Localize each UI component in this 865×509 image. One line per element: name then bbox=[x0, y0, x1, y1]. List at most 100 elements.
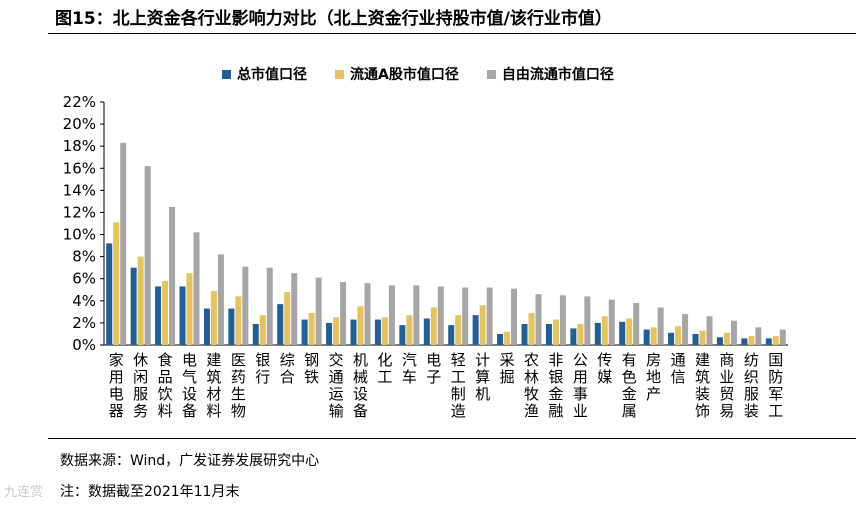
bar-total bbox=[203, 308, 210, 345]
bar-total bbox=[692, 333, 699, 345]
legend-swatch-free-float bbox=[486, 69, 496, 79]
x-category-label-char: 通 bbox=[671, 351, 686, 369]
bar-free-float bbox=[755, 327, 762, 345]
x-category-label-char: 金 bbox=[622, 385, 637, 403]
y-tick-label: 22% bbox=[63, 93, 96, 111]
bar-free-float bbox=[657, 307, 664, 345]
y-tick-label: 20% bbox=[63, 115, 96, 133]
bar-free-float bbox=[608, 299, 615, 345]
bar-free-float bbox=[169, 206, 176, 345]
x-category-label-char: 电 bbox=[182, 351, 197, 369]
bar-total bbox=[350, 319, 357, 345]
x-category-label-char: 铁 bbox=[304, 368, 319, 386]
bar-float-a bbox=[430, 307, 437, 345]
x-category-label-char: 媒 bbox=[597, 368, 612, 386]
bar-free-float bbox=[388, 285, 395, 345]
bar-total bbox=[521, 324, 528, 345]
x-category-label-char: 综 bbox=[280, 351, 295, 369]
x-category-label-char: 非 bbox=[548, 351, 563, 369]
x-category-label-char: 设 bbox=[353, 385, 368, 403]
x-category-label-char: 银 bbox=[255, 351, 270, 369]
bar-float-a bbox=[235, 296, 242, 345]
x-category-label-char: 产 bbox=[646, 385, 661, 403]
x-category-label-char: 业 bbox=[719, 368, 734, 386]
bar-free-float bbox=[584, 296, 591, 345]
x-category-label-char: 行 bbox=[255, 368, 270, 386]
bar-total bbox=[448, 325, 455, 345]
bar-float-a bbox=[381, 317, 388, 345]
x-category-label-char: 备 bbox=[353, 402, 368, 420]
x-category-label-char: 银 bbox=[548, 368, 563, 386]
x-category-label-char: 设 bbox=[182, 385, 197, 403]
x-category-label-char: 务 bbox=[133, 402, 148, 420]
bar-float-a bbox=[308, 312, 315, 345]
bar-float-a bbox=[113, 222, 120, 345]
bar-total bbox=[668, 332, 675, 345]
bar-free-float bbox=[242, 266, 249, 345]
bar-free-float bbox=[120, 142, 127, 345]
bar-free-float bbox=[364, 283, 371, 345]
bar-total bbox=[765, 338, 772, 345]
bar-float-a bbox=[504, 331, 511, 345]
legend-swatch-total bbox=[222, 69, 231, 79]
x-category-label-char: 运 bbox=[329, 385, 344, 403]
bar-total bbox=[619, 321, 626, 345]
y-tick-label: 16% bbox=[63, 159, 96, 177]
x-category-label-char: 采 bbox=[500, 351, 515, 369]
bar-float-a bbox=[479, 305, 486, 345]
footer-rule bbox=[48, 438, 856, 439]
bar-chart: 0%2%4%6%8%10%12%14%16%18%20%22%家用电器休闲服务食… bbox=[63, 93, 788, 420]
x-category-label-char: 金 bbox=[548, 385, 563, 403]
x-category-label-char: 有 bbox=[622, 351, 637, 369]
x-category-label-char: 料 bbox=[206, 402, 221, 420]
x-category-label-char: 家 bbox=[109, 351, 124, 369]
bar-total bbox=[228, 308, 235, 345]
x-category-label-char: 闲 bbox=[133, 368, 148, 386]
x-category-label-char: 服 bbox=[133, 385, 148, 403]
bar-free-float bbox=[193, 232, 200, 345]
bar-float-a bbox=[210, 290, 217, 345]
x-category-label-char: 工 bbox=[451, 368, 466, 386]
bar-float-a bbox=[186, 273, 193, 345]
bar-free-float bbox=[559, 295, 566, 345]
x-category-label-char: 色 bbox=[622, 368, 637, 386]
x-category-label-char: 信 bbox=[671, 368, 686, 386]
bar-float-a bbox=[675, 326, 682, 345]
source-note: 数据来源：Wind，广发证券发展研究中心 bbox=[60, 453, 320, 469]
legend-swatch-float-a bbox=[335, 69, 344, 79]
x-category-label-char: 械 bbox=[353, 368, 368, 386]
y-tick-label: 12% bbox=[63, 203, 96, 221]
x-category-label-char: 子 bbox=[426, 368, 441, 386]
legend-item-free-float: 自由流通市值口径 bbox=[486, 64, 614, 84]
bar-total bbox=[545, 324, 552, 345]
x-category-label-char: 军 bbox=[768, 385, 783, 403]
x-category-label-char: 筑 bbox=[695, 368, 710, 386]
x-category-label-char: 国 bbox=[768, 351, 783, 369]
x-category-label-char: 渔 bbox=[524, 402, 539, 420]
x-category-label-char: 掘 bbox=[500, 368, 515, 386]
x-category-label-char: 料 bbox=[158, 402, 173, 420]
bar-float-a bbox=[259, 315, 266, 345]
bar-total bbox=[716, 337, 723, 345]
x-category-label-char: 融 bbox=[548, 402, 563, 420]
bar-total bbox=[472, 315, 479, 345]
x-category-label-char: 贸 bbox=[719, 385, 734, 403]
bar-total bbox=[594, 322, 601, 345]
bar-free-float bbox=[730, 320, 737, 345]
x-category-label-char: 防 bbox=[768, 368, 783, 386]
bar-free-float bbox=[437, 286, 444, 345]
bar-free-float bbox=[511, 288, 518, 345]
x-category-label-char: 林 bbox=[524, 368, 539, 386]
x-category-label-char: 药 bbox=[231, 368, 246, 386]
bar-free-float bbox=[217, 254, 224, 345]
y-tick-label: 18% bbox=[63, 137, 96, 155]
bar-total bbox=[179, 286, 186, 345]
watermark: 九连赏 bbox=[4, 485, 44, 500]
y-tick-label: 10% bbox=[63, 226, 96, 244]
bar-float-a bbox=[357, 306, 364, 345]
x-category-label-char: 工 bbox=[377, 368, 392, 386]
y-tick-label: 0% bbox=[72, 336, 96, 354]
bar-total bbox=[741, 338, 748, 345]
x-category-label-char: 饮 bbox=[158, 385, 173, 403]
x-category-label-char: 交 bbox=[329, 351, 344, 369]
